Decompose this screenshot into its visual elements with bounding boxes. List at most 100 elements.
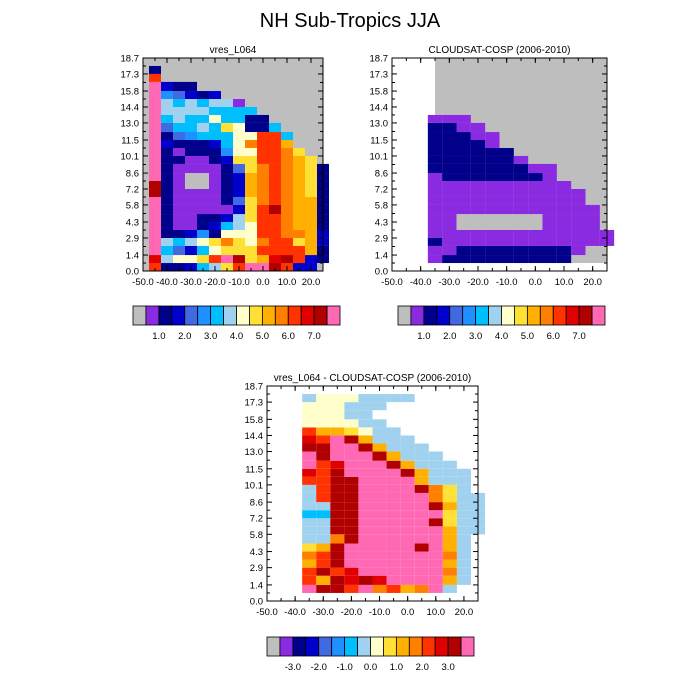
heatmap-cell <box>344 419 359 428</box>
heatmap-cell <box>221 263 233 271</box>
heatmap-cell <box>571 214 586 223</box>
heatmap-cell <box>293 163 305 174</box>
heatmap-cell <box>470 173 486 182</box>
heatmap-cell <box>149 222 161 230</box>
heatmap-cell <box>209 237 221 246</box>
heatmap-cell <box>197 255 209 264</box>
heatmap-cell <box>316 534 331 544</box>
heatmap-cell <box>358 543 373 552</box>
heatmap-cell <box>233 140 245 148</box>
y-tick-label: 1.4 <box>126 251 139 262</box>
heatmap-cell <box>400 476 415 485</box>
heatmap-cell <box>427 147 443 156</box>
heatmap-cell <box>344 476 359 485</box>
heatmap-cell <box>400 584 415 593</box>
heatmap-cell <box>257 140 269 148</box>
y-tick-label: 4.3 <box>250 547 263 558</box>
y-tick-label: 17.3 <box>121 69 140 80</box>
heatmap-cell <box>358 484 373 493</box>
heatmap-cell <box>414 451 429 461</box>
heatmap-cell <box>173 81 185 92</box>
heatmap-cell <box>149 122 161 133</box>
heatmap-cell <box>269 188 281 197</box>
heatmap-cell <box>414 484 429 493</box>
y-tick-label: 18.7 <box>245 382 264 393</box>
heatmap-cell <box>456 181 471 189</box>
heatmap-cell <box>427 173 443 182</box>
heatmap-cell <box>442 163 457 174</box>
heatmap-cell <box>358 443 373 452</box>
heatmap-cell <box>442 584 457 593</box>
heatmap-cell <box>233 222 245 230</box>
heatmap-cell <box>499 163 514 174</box>
heatmap-cell <box>269 245 281 256</box>
heatmap-cell <box>428 476 443 485</box>
heatmap-cell <box>209 91 221 100</box>
heatmap-cell <box>456 510 471 519</box>
heatmap-cell <box>428 575 443 585</box>
colorbar-box <box>287 305 302 326</box>
heatmap-cell <box>571 229 586 238</box>
heatmap-cell <box>149 114 161 123</box>
heatmap-cell <box>281 229 293 238</box>
heatmap-cell <box>173 114 185 123</box>
heatmap-cell <box>173 173 185 182</box>
heatmap-cell <box>149 188 161 197</box>
heatmap-cell <box>442 468 457 477</box>
heatmap-cell <box>149 181 161 189</box>
heatmap-cell <box>414 502 429 511</box>
heatmap-cell <box>149 106 161 115</box>
heatmap-cell <box>302 534 317 544</box>
heatmap-cell <box>330 559 345 568</box>
y-tick-label: 7.2 <box>126 184 139 195</box>
heatmap-cell <box>442 229 457 238</box>
heatmap-cell <box>305 222 317 230</box>
heatmap-cell <box>305 181 317 189</box>
heatmap-cell <box>427 114 443 123</box>
heatmap-cell <box>302 427 317 436</box>
colorbar-box <box>475 305 489 326</box>
heatmap-cell <box>209 222 221 230</box>
heatmap-cell <box>269 222 281 230</box>
heatmap-cell <box>245 114 257 123</box>
heatmap-cell <box>221 147 233 156</box>
y-tick-label: 2.9 <box>250 563 263 574</box>
y-tick-label: 5.8 <box>126 200 139 211</box>
heatmap-cell <box>185 155 197 164</box>
heatmap-cell <box>281 147 293 156</box>
heatmap-cell <box>257 173 269 182</box>
heatmap-cell <box>293 245 305 256</box>
heatmap-cell <box>372 394 387 403</box>
colorbar-box <box>274 305 289 326</box>
heatmap-cell <box>245 106 257 115</box>
heatmap-cell <box>197 91 209 100</box>
heatmap-cell <box>400 543 415 552</box>
heatmap-cell <box>197 163 209 174</box>
colorbar-box <box>501 305 515 326</box>
heatmap-cell <box>528 173 543 182</box>
heatmap-cell <box>344 518 359 527</box>
heatmap-cell <box>542 229 557 238</box>
heatmap-cell <box>330 419 345 428</box>
heatmap-cell <box>302 419 317 428</box>
colorbar-box <box>591 305 606 326</box>
heatmap-cell <box>245 147 257 156</box>
heatmap-cell <box>442 551 457 560</box>
heatmap-cell <box>316 526 331 535</box>
heatmap-cell <box>427 196 443 205</box>
colorbar-box <box>565 305 580 326</box>
heatmap-cell <box>316 394 331 403</box>
heatmap-cell <box>470 255 486 264</box>
heatmap-cell <box>269 122 281 133</box>
heatmap-cell <box>330 427 345 436</box>
heatmap-cell <box>209 99 221 107</box>
x-tick-label: -20.0 <box>341 607 363 618</box>
heatmap-cell <box>400 518 415 527</box>
heatmap-cell <box>316 476 331 485</box>
heatmap-cell <box>528 229 543 238</box>
heatmap-cell <box>427 237 443 246</box>
heatmap-cell <box>414 551 429 560</box>
heatmap-cell <box>414 534 429 544</box>
heatmap-cell <box>330 575 345 585</box>
heatmap-cell <box>245 245 257 256</box>
